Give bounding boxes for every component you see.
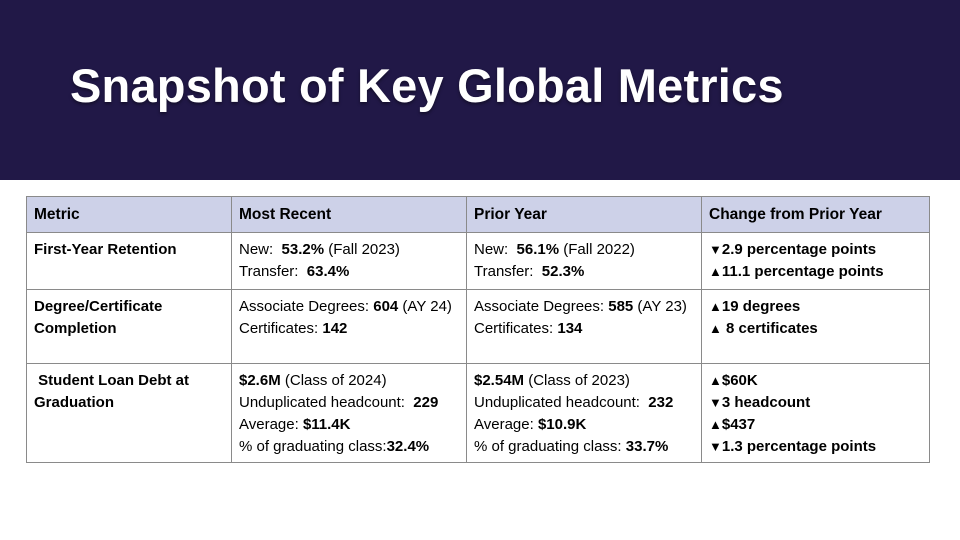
down-triangle-icon: ▼ xyxy=(709,439,722,454)
up-triangle-icon: ▲ xyxy=(709,299,722,314)
column-header-most-recent: Most Recent xyxy=(231,196,467,233)
stat-line: Certificates: 142 xyxy=(239,320,348,337)
metric-name: First-Year Retention xyxy=(26,232,232,290)
metric-name: Degree/Certificate Completion xyxy=(26,289,232,364)
stat-line: Associate Degrees: 604 (AY 24) xyxy=(239,298,452,315)
stat-line: New: 53.2% (Fall 2023) xyxy=(239,241,400,258)
prior-year-cell: Associate Degrees: 585 (AY 23) Certifica… xyxy=(466,289,702,364)
change-cell: ▼2.9 percentage points ▲11.1 percentage … xyxy=(701,232,930,290)
table-header-row: Metric Most Recent Prior Year Change fro… xyxy=(26,196,930,233)
stat-line: Transfer: 63.4% xyxy=(239,263,350,280)
stat-line: Unduplicated headcount: 229 xyxy=(239,394,439,411)
table-row-loan-debt: Student Loan Debt at Graduation $2.6M (C… xyxy=(26,363,930,463)
table-row-completion: Degree/Certificate Completion Associate … xyxy=(26,289,930,364)
stat-line: $2.54M (Class of 2023) xyxy=(474,372,630,389)
column-header-change: Change from Prior Year xyxy=(701,196,930,233)
change-line: ▼2.9 percentage points xyxy=(709,241,877,258)
down-triangle-icon: ▼ xyxy=(709,395,722,410)
most-recent-cell: New: 53.2% (Fall 2023) Transfer: 63.4% xyxy=(231,232,467,290)
up-triangle-icon: ▲ xyxy=(709,264,722,279)
stat-line: Certificates: 134 xyxy=(474,320,583,337)
stat-line: $2.6M (Class of 2024) xyxy=(239,372,387,389)
stat-line: Unduplicated headcount: 232 xyxy=(474,394,674,411)
title-banner xyxy=(0,0,960,180)
change-line: ▲$60K xyxy=(709,372,758,389)
change-line: ▲11.1 percentage points xyxy=(709,263,884,280)
most-recent-cell: $2.6M (Class of 2024) Unduplicated headc… xyxy=(231,363,467,463)
stat-line: % of graduating class: 33.7% xyxy=(474,438,669,455)
change-line: ▲19 degrees xyxy=(709,298,801,315)
page-title: Snapshot of Key Global Metrics xyxy=(70,59,784,112)
stat-line: Average: $10.9K xyxy=(474,416,587,433)
column-header-prior-year: Prior Year xyxy=(466,196,702,233)
table-row-retention: First-Year Retention New: 53.2% (Fall 20… xyxy=(26,232,930,290)
prior-year-cell: New: 56.1% (Fall 2022) Transfer: 52.3% xyxy=(466,232,702,290)
stat-line: Average: $11.4K xyxy=(239,416,351,433)
change-line: ▼1.3 percentage points xyxy=(709,438,877,455)
stat-line: Transfer: 52.3% xyxy=(474,263,585,280)
stat-line: New: 56.1% (Fall 2022) xyxy=(474,241,635,258)
up-triangle-icon: ▲ xyxy=(709,321,722,336)
most-recent-cell: Associate Degrees: 604 (AY 24) Certifica… xyxy=(231,289,467,364)
metric-name: Student Loan Debt at Graduation xyxy=(26,363,232,463)
change-line: ▲ 8 certificates xyxy=(709,320,818,337)
stat-line: Associate Degrees: 585 (AY 23) xyxy=(474,298,687,315)
down-triangle-icon: ▼ xyxy=(709,242,722,257)
change-cell: ▲19 degrees ▲ 8 certificates xyxy=(701,289,930,364)
change-cell: ▲$60K ▼3 headcount ▲$437 ▼1.3 percentage… xyxy=(701,363,930,463)
change-line: ▲$437 xyxy=(709,416,756,433)
column-header-metric: Metric xyxy=(26,196,232,233)
up-triangle-icon: ▲ xyxy=(709,373,722,388)
up-triangle-icon: ▲ xyxy=(709,417,722,432)
prior-year-cell: $2.54M (Class of 2023) Unduplicated head… xyxy=(466,363,702,463)
stat-line: % of graduating class:32.4% xyxy=(239,438,430,455)
metrics-table: Metric Most Recent Prior Year Change fro… xyxy=(26,196,930,463)
change-line: ▼3 headcount xyxy=(709,394,811,411)
